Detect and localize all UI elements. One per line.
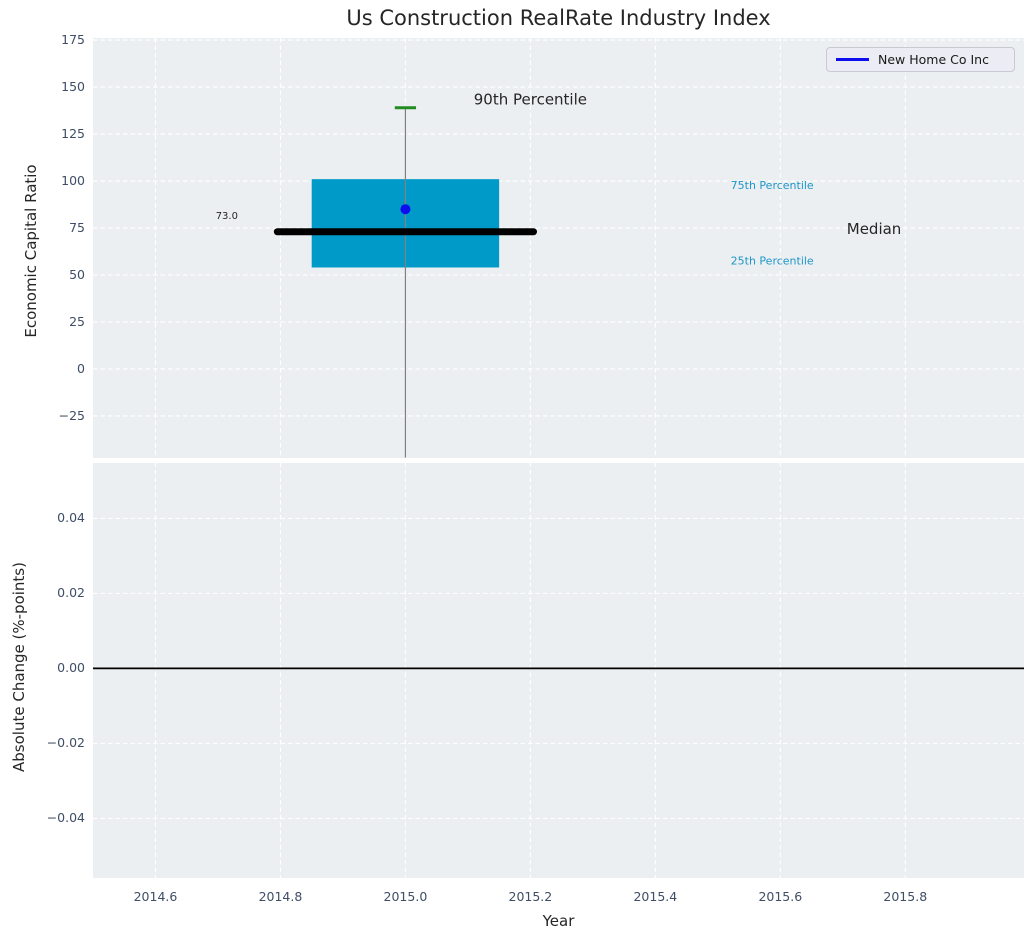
top-ytick-label: 0 — [77, 360, 85, 376]
top-ytick-label: 25 — [69, 313, 85, 329]
top-ytick-label: 75 — [69, 220, 85, 235]
xtick-label: 2015.4 — [633, 889, 678, 904]
xtick-label: 2014.6 — [133, 889, 178, 904]
top-ytick-label: −25 — [58, 407, 85, 423]
company-point — [400, 204, 411, 215]
top-ytick-label: 125 — [61, 126, 85, 142]
top-y-axis-label: Economic Capital Ratio — [22, 164, 40, 338]
annotation-75th-percentile: 75th Percentile — [731, 179, 814, 192]
bottom-ytick-label: 0.04 — [57, 510, 85, 526]
bottom-plot-area — [93, 463, 1024, 878]
xtick-label: 2015.8 — [883, 889, 928, 904]
annotation-median: Median — [847, 220, 902, 238]
xtick-label: 2014.8 — [258, 889, 303, 904]
legend-label: New Home Co Inc — [878, 52, 989, 67]
top-ytick-label: 100 — [61, 173, 85, 189]
xtick-label: 2015.6 — [758, 889, 803, 904]
top-ytick-label: 50 — [69, 267, 85, 282]
top-ytick-label: 150 — [61, 79, 85, 95]
xtick-label: 2015.0 — [383, 889, 428, 904]
xtick-label: 2015.2 — [508, 889, 553, 904]
top-ytick-label: 175 — [61, 32, 85, 48]
chart-title: Us Construction RealRate Industry Index — [346, 6, 771, 30]
bottom-ytick-label: −0.02 — [46, 735, 85, 751]
legend: New Home Co Inc — [826, 47, 1015, 72]
x-axis-label: Year — [542, 912, 575, 930]
bottom-ytick-label: 0.00 — [57, 660, 85, 676]
top-plot-area — [93, 38, 1024, 458]
bottom-ytick-label: 0.02 — [57, 585, 85, 601]
annotation-90th-percentile: 90th Percentile — [474, 90, 587, 108]
annotation-25th-percentile: 25th Percentile — [731, 254, 814, 267]
legend-line-sample — [836, 58, 869, 61]
annotation-73-0: 73.0 — [216, 211, 238, 222]
bottom-ytick-label: −0.04 — [46, 810, 85, 826]
